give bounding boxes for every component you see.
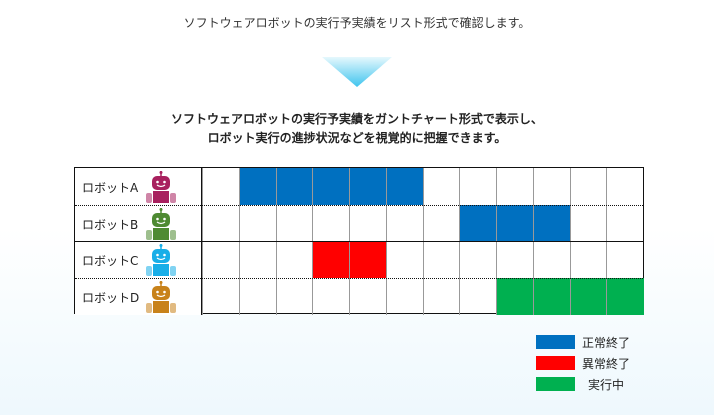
time-cell bbox=[312, 204, 350, 242]
time-cell bbox=[349, 277, 387, 315]
row-divider bbox=[75, 277, 643, 279]
time-cell bbox=[422, 277, 461, 315]
gantt-chart: ロボットA ロボットB ロボットC ロボットD bbox=[74, 167, 644, 315]
time-cell bbox=[422, 168, 461, 205]
time-cell bbox=[202, 204, 240, 242]
bar-normal bbox=[312, 168, 350, 205]
time-cell bbox=[459, 277, 497, 315]
down-arrow-icon bbox=[322, 57, 392, 87]
robot-name: ロボットA bbox=[82, 181, 139, 195]
time-cell bbox=[496, 241, 534, 278]
robot-row: ロボットA bbox=[75, 168, 643, 205]
time-cell bbox=[606, 168, 644, 205]
time-cell bbox=[606, 241, 644, 278]
robot-icon bbox=[146, 244, 176, 276]
time-cell bbox=[275, 277, 314, 315]
time-cell bbox=[275, 241, 314, 278]
time-cell bbox=[496, 168, 534, 205]
robot-name: ロボットC bbox=[82, 254, 139, 268]
bar-error bbox=[349, 241, 387, 278]
time-cell bbox=[532, 241, 571, 278]
robot-name: ロボットB bbox=[82, 217, 139, 232]
time-cell bbox=[202, 168, 240, 205]
robot-label: ロボットC bbox=[75, 241, 202, 278]
time-cell bbox=[238, 277, 277, 315]
time-cell bbox=[459, 168, 497, 205]
time-cell bbox=[422, 241, 461, 278]
robot-row: ロボットB bbox=[75, 204, 644, 242]
time-cell bbox=[385, 204, 424, 242]
bar-normal bbox=[238, 168, 277, 205]
time-cell bbox=[275, 204, 314, 242]
bar-normal bbox=[275, 168, 314, 205]
robot-label: ロボットD bbox=[75, 277, 202, 315]
legend-swatch bbox=[536, 356, 575, 370]
bar-running bbox=[569, 277, 608, 315]
time-cell bbox=[349, 204, 387, 242]
row-divider bbox=[75, 204, 643, 206]
legend-label: 正常終了 bbox=[582, 336, 631, 350]
bar-error bbox=[312, 241, 350, 278]
legend-label: 異常終了 bbox=[582, 357, 631, 371]
legend-swatch bbox=[536, 377, 575, 391]
bar-normal bbox=[532, 204, 571, 242]
legend-label: 実行中 bbox=[588, 378, 625, 392]
time-cell bbox=[459, 241, 497, 278]
robot-name: ロボットD bbox=[82, 290, 140, 305]
bar-running bbox=[606, 277, 644, 315]
time-cell bbox=[569, 241, 608, 278]
description-line: ロボット実行の進捗状況などを視覚的に把握できます。 bbox=[207, 131, 507, 145]
robot-label: ロボットB bbox=[75, 204, 202, 242]
bar-running bbox=[532, 277, 571, 315]
time-cell bbox=[569, 168, 608, 205]
row-divider bbox=[75, 241, 643, 242]
time-cell bbox=[606, 204, 644, 242]
time-cell bbox=[202, 241, 240, 278]
description-line: ソフトウェアロボットの実行予実績をガントチャート形式で表示し、 bbox=[171, 112, 543, 126]
time-cell bbox=[312, 277, 350, 315]
robot-icon bbox=[146, 207, 176, 240]
robot-row: ロボットD bbox=[75, 277, 644, 315]
intro-text: ソフトウェアロボットの実行予実績をリスト形式で確認します。 bbox=[183, 16, 531, 30]
robot-row: ロボットC bbox=[75, 241, 643, 278]
time-cell bbox=[422, 204, 461, 242]
bar-normal bbox=[349, 168, 387, 205]
robot-icon bbox=[146, 280, 176, 313]
bar-normal bbox=[385, 168, 424, 205]
time-cell bbox=[569, 204, 608, 242]
time-cell bbox=[238, 204, 277, 242]
bar-normal bbox=[459, 204, 497, 242]
legend-swatch bbox=[536, 335, 575, 349]
time-cell bbox=[385, 241, 424, 278]
time-cell bbox=[532, 168, 571, 205]
description: ソフトウェアロボットの実行予実績をガントチャート形式で表示し、 ロボット実行の進… bbox=[0, 110, 714, 148]
bar-normal bbox=[496, 204, 534, 242]
bar-running bbox=[496, 277, 534, 315]
time-cell bbox=[385, 277, 424, 315]
robot-icon bbox=[146, 171, 176, 203]
time-cell bbox=[238, 241, 277, 278]
robot-label: ロボットA bbox=[75, 168, 202, 205]
time-cell bbox=[202, 277, 240, 315]
